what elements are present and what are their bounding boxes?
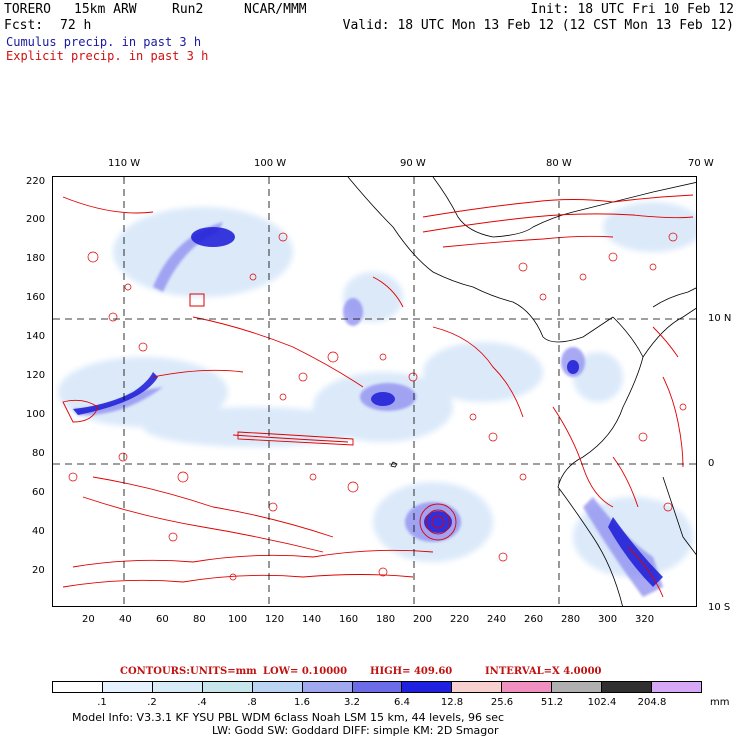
x-tick: 80: [193, 614, 206, 625]
valid-time: Valid: 18 UTC Mon 13 Feb 12 (12 CST Mon …: [342, 18, 734, 33]
y-tick: 120: [26, 370, 46, 381]
contours-low: LOW= 0.10000: [263, 666, 348, 677]
highlight-box: [189, 293, 205, 307]
colorbar-swatch: [302, 682, 353, 692]
colorbar-tick-label: 12.8: [440, 697, 464, 708]
y-tick: 160: [26, 292, 46, 303]
y-tick: 60: [32, 487, 45, 498]
colorbar-swatch: [352, 682, 403, 692]
colorbar-tick-label: .4: [197, 697, 207, 708]
y-tick: 20: [32, 565, 45, 576]
colorbar-swatch: [252, 682, 303, 692]
colorbar-swatch: [502, 682, 553, 692]
x-tick: 100: [228, 614, 248, 625]
legend-explicit: Explicit precip. in past 3 h: [6, 49, 209, 63]
colorbar-swatch: [102, 682, 153, 692]
lon-label-100w: 100 W: [254, 158, 287, 169]
x-tick: 240: [487, 614, 507, 625]
run-label: Run2: [172, 2, 204, 17]
legend-cumulus: Cumulus precip. in past 3 h: [6, 35, 202, 49]
y-tick: 220: [26, 176, 46, 187]
lat-label-10s: 10 S: [708, 602, 731, 613]
x-tick: 220: [450, 614, 470, 625]
lon-label-110w: 110 W: [108, 158, 141, 169]
colorbar-tick-label: .2: [147, 697, 157, 708]
y-tick: 140: [26, 331, 46, 342]
model-info-line1: Model Info: V3.3.1 KF YSU PBL WDM 6class…: [72, 711, 505, 724]
precip-map: [52, 176, 697, 607]
colorbar-tick-label: 25.6: [490, 697, 514, 708]
colorbar-tick-label: 1.6: [294, 697, 310, 708]
colorbar-swatch: [202, 682, 253, 692]
colorbar-tick-label: 51.2: [540, 697, 564, 708]
colorbar-swatch: [53, 682, 103, 692]
x-tick: 140: [302, 614, 322, 625]
x-tick: 160: [339, 614, 359, 625]
colorbar-swatch: [152, 682, 203, 692]
colorbar-swatch: [652, 682, 701, 692]
model-info-line2: LW: Godd SW: Goddard DIFF: simple KM: 2D…: [212, 724, 499, 737]
colorbar-unit: mm: [710, 697, 730, 708]
forecast-hour: 72 h: [60, 18, 92, 33]
colorbar-tick-label: 6.4: [394, 697, 410, 708]
x-tick: 260: [524, 614, 544, 625]
lat-label-0: 0: [708, 458, 715, 469]
y-tick: 40: [32, 526, 45, 537]
x-tick: 200: [413, 614, 433, 625]
x-tick: 60: [156, 614, 169, 625]
cumulus-intense-cores: [73, 227, 663, 587]
colorbar-tick-label: .8: [247, 697, 257, 708]
y-tick: 80: [32, 448, 45, 459]
org-label: NCAR/MMM: [244, 2, 307, 17]
colorbar-swatch: [402, 682, 453, 692]
contours-label: CONTOURS:: [120, 666, 190, 677]
y-tick: 100: [26, 409, 46, 420]
explicit-precip-cells: [68, 232, 687, 581]
lon-label-70w: 70 W: [688, 158, 714, 169]
colorbar: [52, 681, 702, 693]
x-tick: 300: [598, 614, 618, 625]
colorbar-swatch: [452, 682, 503, 692]
y-tick: 200: [26, 214, 46, 225]
lon-label-90w: 90 W: [400, 158, 426, 169]
colorbar-tick-label: 102.4: [587, 697, 617, 708]
x-tick: 20: [82, 614, 95, 625]
contours-units: UNITS=mm: [190, 666, 257, 677]
colorbar-swatch: [602, 682, 653, 692]
model-name: TORERO: [4, 2, 51, 17]
coastlines: [347, 177, 696, 606]
precip-map-canvas: [53, 177, 696, 606]
colorbar-tick-label: 3.2: [344, 697, 360, 708]
init-time: Init: 18 UTC Fri 10 Feb 12: [530, 2, 735, 17]
colorbar-tick-label: .1: [97, 697, 107, 708]
x-tick: 120: [265, 614, 285, 625]
y-tick: 180: [26, 253, 46, 264]
x-tick: 280: [561, 614, 581, 625]
forecast-label: Fcst:: [4, 18, 44, 33]
x-tick: 180: [376, 614, 396, 625]
lon-label-80w: 80 W: [546, 158, 572, 169]
colorbar-swatch: [552, 682, 603, 692]
lat-label-10n: 10 N: [708, 313, 732, 324]
colorbar-tick-label: 204.8: [637, 697, 667, 708]
contours-high: HIGH= 409.60: [370, 666, 453, 677]
x-tick: 320: [635, 614, 655, 625]
model-resolution: 15km ARW: [74, 2, 137, 17]
x-tick: 40: [119, 614, 132, 625]
explicit-precip-contours: [62, 194, 694, 598]
contours-interval: INTERVAL=X 4.0000: [485, 666, 602, 677]
